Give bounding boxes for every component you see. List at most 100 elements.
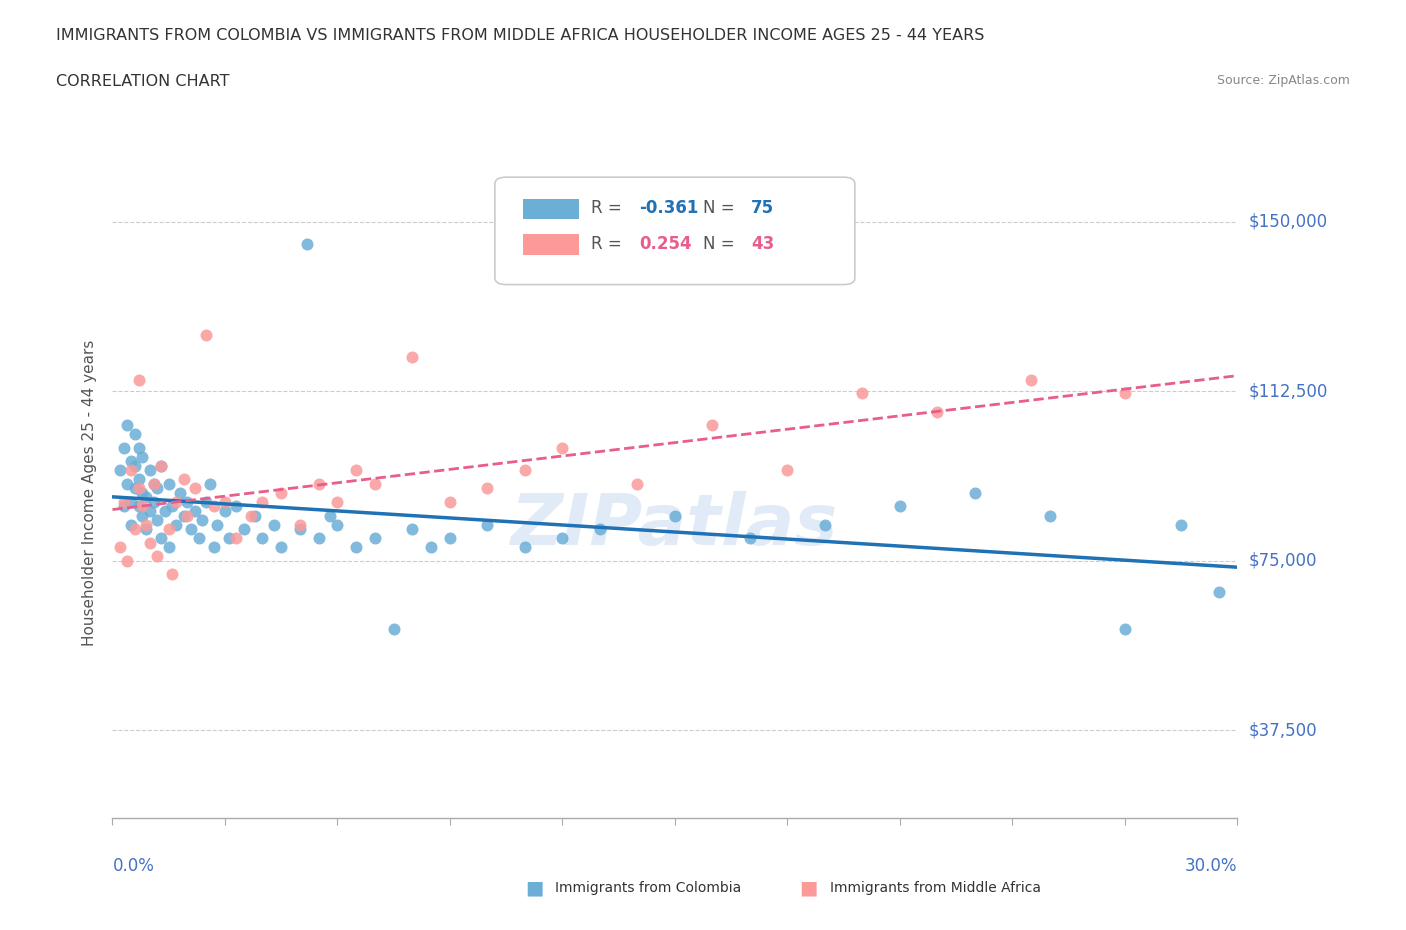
Point [157,476,180,491]
Point [202,539,225,554]
Point [112,495,135,510]
Point [776,463,799,478]
Point [128,372,150,387]
Point [1039,508,1062,523]
Text: Source: ZipAtlas.com: Source: ZipAtlas.com [1216,74,1350,87]
Point [195,495,218,510]
Point [176,495,198,510]
Point [128,499,150,514]
Text: 75: 75 [751,199,775,218]
Text: ■: ■ [799,879,818,897]
Point [401,522,423,537]
Point [142,495,165,510]
Text: N =: N = [703,199,740,218]
Point [112,499,135,514]
Point [225,531,247,546]
Point [124,458,146,473]
Point [344,539,367,554]
Point [439,495,461,510]
Point [851,386,873,401]
FancyBboxPatch shape [495,178,855,285]
Point [308,531,330,546]
Point [108,463,131,478]
Point [173,472,195,486]
Point [176,508,198,523]
Bar [523,199,579,219]
Text: Immigrants from Middle Africa: Immigrants from Middle Africa [830,881,1040,896]
Text: ZIPatlas: ZIPatlas [512,491,838,560]
Point [326,495,349,510]
Point [150,458,173,473]
Text: -0.361: -0.361 [638,199,699,218]
Point [214,495,236,510]
Text: N =: N = [703,235,740,253]
Point [477,517,499,532]
Point [326,517,349,532]
Point [214,503,236,518]
Point [207,517,229,532]
Point [180,522,202,537]
Point [202,499,225,514]
Point [128,472,150,486]
Point [120,454,142,469]
Y-axis label: Householder Income Ages 25 - 44 years: Householder Income Ages 25 - 44 years [82,339,97,646]
Point [263,517,285,532]
Point [150,531,173,546]
Point [225,499,247,514]
Point [1114,621,1136,636]
Point [157,539,180,554]
Point [288,522,311,537]
Point [382,621,405,636]
Point [187,531,209,546]
Point [401,350,423,365]
Point [702,418,724,432]
Text: R =: R = [591,235,627,253]
Point [477,481,499,496]
Point [139,503,162,518]
Point [142,476,165,491]
Point [120,495,142,510]
Point [173,508,195,523]
Point [814,517,837,532]
Point [1114,386,1136,401]
Point [124,522,146,537]
Point [420,539,443,554]
Point [319,508,342,523]
Point [243,508,266,523]
Text: $75,000: $75,000 [1249,551,1317,570]
Point [135,522,157,537]
Point [146,481,169,496]
Point [112,440,135,455]
Text: 30.0%: 30.0% [1185,857,1237,875]
Point [927,405,949,419]
Point [139,463,162,478]
Point [1208,585,1230,600]
Point [117,476,139,491]
Point [551,440,574,455]
Point [117,418,139,432]
Point [150,458,173,473]
Point [308,476,330,491]
Point [117,553,139,568]
Point [128,481,150,496]
Point [120,463,142,478]
Point [288,517,311,532]
Text: IMMIGRANTS FROM COLOMBIA VS IMMIGRANTS FROM MIDDLE AFRICA HOUSEHOLDER INCOME AGE: IMMIGRANTS FROM COLOMBIA VS IMMIGRANTS F… [56,28,984,43]
Point [218,531,240,546]
Point [513,463,536,478]
Point [169,485,191,500]
Bar [523,234,579,256]
Point [344,463,367,478]
Text: 0.254: 0.254 [638,235,692,253]
Text: R =: R = [591,199,627,218]
Point [135,517,157,532]
Point [626,476,648,491]
Text: CORRELATION CHART: CORRELATION CHART [56,74,229,89]
Point [124,427,146,442]
Point [364,531,387,546]
Text: $150,000: $150,000 [1249,213,1327,231]
Point [1019,372,1042,387]
Text: $37,500: $37,500 [1249,722,1317,739]
Point [198,476,221,491]
Point [270,539,292,554]
